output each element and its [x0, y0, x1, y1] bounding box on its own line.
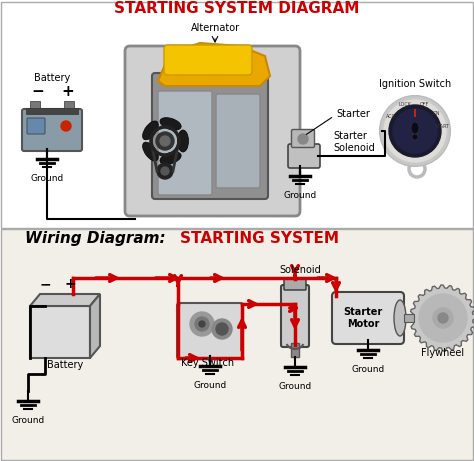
Bar	[404, 314, 414, 322]
Circle shape	[157, 163, 173, 179]
Ellipse shape	[394, 300, 406, 336]
FancyBboxPatch shape	[164, 45, 252, 75]
Text: Wiring Diagram:: Wiring Diagram:	[25, 231, 171, 247]
Circle shape	[61, 121, 71, 131]
FancyBboxPatch shape	[177, 303, 243, 359]
Circle shape	[160, 136, 170, 146]
Bar	[1, 2, 473, 228]
Bar	[64, 101, 74, 108]
Circle shape	[216, 323, 228, 335]
Text: STARTING SYSTEM: STARTING SYSTEM	[180, 231, 339, 247]
FancyBboxPatch shape	[125, 46, 300, 216]
FancyBboxPatch shape	[292, 130, 315, 148]
Polygon shape	[158, 43, 270, 86]
Ellipse shape	[160, 118, 181, 130]
Text: ACC: ACC	[386, 114, 396, 119]
Bar	[1, 229, 473, 460]
Circle shape	[419, 294, 467, 342]
Text: Key Switch: Key Switch	[182, 358, 235, 368]
Ellipse shape	[143, 121, 158, 140]
Circle shape	[161, 167, 169, 175]
Ellipse shape	[177, 130, 189, 152]
Circle shape	[156, 132, 174, 150]
Text: Battery: Battery	[47, 360, 83, 370]
Text: Alternator: Alternator	[191, 23, 239, 33]
Text: Starter
Motor: Starter Motor	[343, 307, 383, 329]
Bar	[30, 101, 40, 108]
Text: Ground: Ground	[278, 382, 311, 391]
Text: Ground: Ground	[283, 191, 317, 200]
Ellipse shape	[412, 134, 418, 140]
Circle shape	[438, 313, 448, 323]
Polygon shape	[90, 294, 100, 358]
Bar	[291, 343, 299, 357]
Circle shape	[389, 105, 441, 157]
Text: OFF: OFF	[420, 102, 429, 107]
Ellipse shape	[160, 152, 181, 165]
FancyBboxPatch shape	[281, 285, 309, 347]
FancyBboxPatch shape	[22, 109, 82, 151]
Circle shape	[212, 319, 232, 339]
Text: Ground: Ground	[193, 381, 227, 390]
Bar	[26, 108, 78, 114]
Bar	[30, 306, 90, 358]
Polygon shape	[30, 294, 100, 306]
FancyBboxPatch shape	[216, 94, 260, 188]
FancyBboxPatch shape	[158, 91, 212, 195]
Text: Battery: Battery	[34, 73, 70, 83]
Bar	[414, 109, 416, 117]
Text: Ground: Ground	[351, 365, 384, 374]
Circle shape	[384, 100, 446, 162]
FancyBboxPatch shape	[332, 292, 404, 344]
Text: −: −	[32, 83, 45, 99]
Circle shape	[195, 317, 209, 331]
Text: Ignition Switch: Ignition Switch	[379, 79, 451, 89]
Text: Flywheel: Flywheel	[421, 348, 465, 358]
Text: +: +	[64, 277, 76, 291]
Circle shape	[298, 134, 308, 144]
Circle shape	[433, 308, 453, 328]
Text: Starter
Solenoid: Starter Solenoid	[333, 131, 375, 153]
Circle shape	[381, 97, 449, 165]
Circle shape	[199, 321, 205, 327]
Text: Solenoid: Solenoid	[279, 265, 321, 275]
FancyBboxPatch shape	[27, 118, 45, 134]
Circle shape	[190, 312, 214, 336]
Text: −: −	[39, 277, 51, 291]
Ellipse shape	[143, 142, 158, 161]
FancyBboxPatch shape	[288, 144, 320, 168]
Text: Ground: Ground	[11, 416, 45, 425]
Polygon shape	[410, 285, 474, 351]
Text: +: +	[62, 83, 74, 99]
Text: STARTING SYSTEM DIAGRAM: STARTING SYSTEM DIAGRAM	[114, 1, 360, 17]
Text: START: START	[435, 124, 450, 129]
Text: Starter: Starter	[336, 109, 370, 119]
Text: LOCK: LOCK	[399, 102, 412, 107]
FancyBboxPatch shape	[152, 73, 268, 199]
Text: Ground: Ground	[30, 174, 64, 183]
Circle shape	[393, 109, 437, 153]
Ellipse shape	[411, 122, 419, 134]
FancyBboxPatch shape	[284, 278, 306, 290]
Text: ON: ON	[433, 111, 440, 116]
